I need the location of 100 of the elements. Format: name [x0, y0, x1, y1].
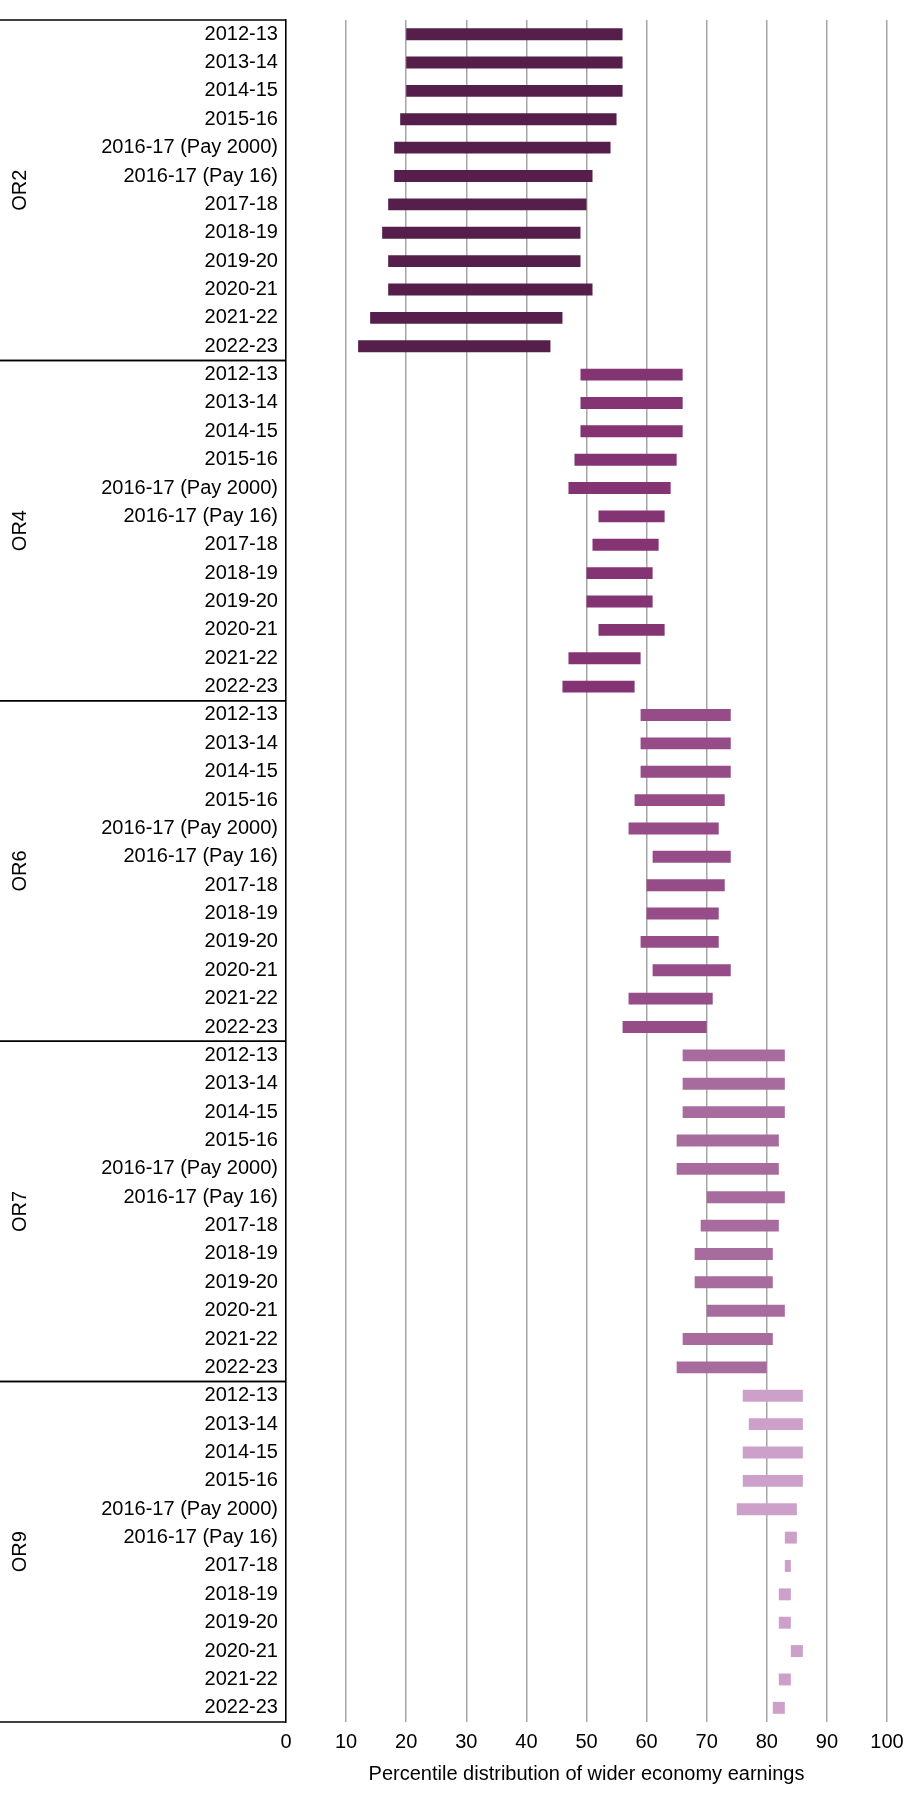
y-tick-label: 2018-19 [204, 1241, 278, 1264]
bar [580, 396, 683, 409]
bar [388, 283, 593, 296]
bar [640, 709, 731, 721]
y-tick-label: 2015-16 [204, 106, 278, 129]
bar [358, 340, 551, 353]
y-tick-label: 2012-13 [204, 362, 278, 385]
bar [736, 1503, 797, 1516]
x-tick-label: 10 [334, 1729, 358, 1752]
text: OR6 [7, 850, 30, 892]
y-tick-label: 2021-22 [204, 645, 278, 668]
y-tick-label: 2014-15 [204, 759, 278, 782]
bar [748, 1418, 803, 1431]
bar [646, 879, 725, 892]
x-tick-label: 90 [815, 1729, 839, 1752]
y-tick-label: 2017-18 [204, 191, 278, 214]
bar [778, 1616, 791, 1629]
bar [640, 737, 731, 750]
y-tick-label: 2019-20 [204, 1610, 278, 1633]
y-tick-label: 2016-17 (Pay 2000) [101, 1496, 278, 1519]
text: OR7 [7, 1190, 30, 1232]
bar [640, 765, 731, 778]
x-tick-label: 30 [455, 1729, 478, 1752]
x-tick-label: 50 [575, 1729, 598, 1752]
bar [652, 850, 731, 863]
bar [388, 198, 587, 211]
bar [406, 28, 623, 41]
bar [574, 453, 677, 466]
y-tick-label: 2018-19 [204, 560, 278, 583]
y-tick-label: 2014-15 [204, 418, 278, 441]
y-tick-label: 2016-17 (Pay 16) [123, 1184, 278, 1207]
y-tick-label: 2012-13 [204, 702, 278, 725]
bar [694, 1247, 773, 1260]
y-tick-label: 2013-14 [204, 390, 278, 413]
y-tick-label: 2014-15 [204, 1440, 278, 1463]
y-tick-label: 2018-19 [204, 901, 278, 924]
bar [706, 1304, 785, 1317]
y-tick-label: 2017-18 [204, 872, 278, 895]
x-tick-label: 20 [395, 1729, 418, 1752]
bar [700, 1219, 779, 1232]
y-tick-label: 2017-18 [204, 1213, 278, 1236]
bar [706, 1191, 785, 1204]
bar [682, 1077, 785, 1090]
y-tick-label: 2014-15 [204, 1099, 278, 1122]
y-tick-label: 2013-14 [204, 1071, 278, 1094]
y-tick-label: 2020-21 [204, 617, 278, 640]
bar [742, 1446, 803, 1459]
bar [682, 1106, 785, 1119]
y-tick-label: 2020-21 [204, 957, 278, 980]
y-tick-label: 2016-17 (Pay 2000) [101, 475, 278, 498]
y-tick-label: 2022-23 [204, 1354, 278, 1377]
bar [646, 907, 719, 920]
x-tick-label: 0 [280, 1729, 292, 1752]
bar [592, 538, 659, 551]
y-tick-label: 2015-16 [204, 787, 278, 810]
y-tick-label: 2019-20 [204, 1269, 278, 1292]
x-tick-label: 100 [870, 1729, 904, 1752]
x-tick-label: 60 [635, 1729, 658, 1752]
bar [382, 226, 581, 239]
bar [772, 1701, 785, 1714]
text: OR4 [7, 510, 30, 552]
bar [676, 1162, 779, 1175]
bar [568, 652, 641, 665]
x-tick-label: 70 [695, 1729, 718, 1752]
bar [586, 567, 653, 580]
y-tick-label: 2022-23 [204, 333, 278, 356]
bar [778, 1588, 791, 1601]
x-tick-label: 40 [515, 1729, 538, 1752]
bar [562, 680, 635, 693]
bar [676, 1361, 767, 1374]
y-tick-label: 2019-20 [204, 589, 278, 612]
y-tick-label: 2019-20 [204, 248, 278, 271]
y-tick-label: 2015-16 [204, 1128, 278, 1150]
bar [400, 113, 617, 126]
bar [784, 1531, 797, 1544]
y-tick-label: 2021-22 [204, 1666, 278, 1689]
y-tick-label: 2016-17 (Pay 2000) [101, 1156, 278, 1179]
y-tick-label: 2012-13 [204, 1042, 278, 1065]
bar [640, 935, 719, 948]
bar [652, 964, 731, 977]
y-tick-label: 2016-17 (Pay 16) [123, 844, 278, 867]
bar [586, 595, 653, 608]
bar [682, 1333, 773, 1346]
bar [784, 1560, 791, 1572]
bar [406, 84, 623, 97]
y-tick-label: 2015-16 [204, 1468, 278, 1491]
bar [370, 311, 563, 324]
bar [742, 1474, 803, 1487]
x-axis-title: Percentile distribution of wider economy earnings [368, 1761, 805, 1784]
bar [406, 56, 623, 69]
y-tick-label: 2017-18 [204, 1553, 278, 1576]
y-tick-label: 2021-22 [204, 305, 278, 328]
y-tick-label: 2013-14 [204, 1411, 278, 1434]
bar [598, 510, 665, 523]
bar [634, 794, 725, 807]
bar [778, 1673, 791, 1686]
bar [628, 992, 713, 1005]
y-tick-label: 2018-19 [204, 220, 278, 243]
x-tick-label: 80 [755, 1729, 778, 1752]
y-tick-label: 2022-23 [204, 1695, 278, 1718]
